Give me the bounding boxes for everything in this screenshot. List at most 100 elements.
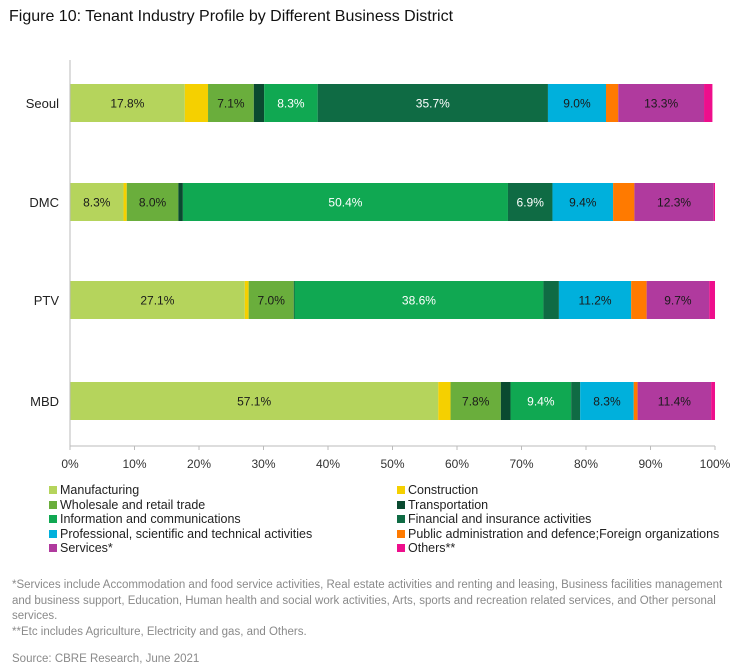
bar-segment-seoul-others [704,84,713,122]
legend-item-professional-scientific-and-technical-activities: Professional, scientific and technical a… [49,527,312,541]
data-label: 7.0% [258,294,286,308]
data-label: 17.8% [110,97,144,111]
bar-segment-ptv-transportation [293,281,295,319]
data-label: 11.4% [658,395,691,409]
bar-segment-ptv-public-administration-and-defence-foreign-organizations [631,281,647,319]
bar-segment-ptv-manufacturing [70,281,245,319]
data-label: 9.4% [527,395,555,409]
x-tick-label: 30% [251,457,275,471]
bar-segment-dmc-wholesale-and-retail-trade [126,183,179,221]
data-label: 27.1% [140,294,174,308]
bar-segment-mbd-information-and-communications [510,382,572,420]
footnote-etc: **Etc includes Agriculture, Electricity … [12,625,307,638]
bar-segment-seoul-manufacturing [70,84,185,122]
legend-swatch [49,544,57,552]
legend-label: Others** [408,541,456,555]
legend-label: Manufacturing [60,483,140,497]
legend-swatch [397,486,405,494]
data-label: 11.2% [578,294,611,308]
legend-item-information-and-communications: Information and communications [49,512,241,526]
bar-segment-seoul-services [618,84,705,122]
data-label: 57.1% [237,395,271,409]
bar-segment-seoul-wholesale-and-retail-trade [208,84,254,122]
x-tick-label: 60% [445,457,469,471]
legend-swatch [49,500,57,509]
x-tick-label: 10% [122,457,146,471]
category-label: Seoul [26,96,59,111]
bar-segment-dmc-public-administration-and-defence-foreign-organizations [613,183,635,221]
bar-segment-seoul-information-and-communications [264,84,318,122]
bar-segment-ptv-professional-scientific-and-technical-activities [558,281,632,319]
legend-item-others: Others** [397,541,455,555]
legend-swatch [49,486,57,494]
bar-segment-dmc-professional-scientific-and-technical-activities [552,183,614,221]
legend-label: Transportation [408,497,489,512]
data-label: 7.1% [217,97,245,111]
bar-segment-seoul-transportation [253,84,265,122]
source-note: Source: CBRE Research, June 2021 [12,653,200,665]
footnotes: *Services include Accommodation and food… [12,578,732,640]
legend-label: Professional, scientific and technical a… [60,526,313,541]
data-label: 38.6% [402,294,436,308]
data-label: 13.3% [644,97,678,111]
bar-segment-dmc-information-and-communications [182,183,508,221]
category-label: DMC [29,195,59,210]
legend-label: Services* [60,541,113,555]
bar-segment-ptv-services [646,281,710,319]
legend-swatch [397,515,405,523]
bar-segment-dmc-transportation [178,183,183,221]
data-label: 6.9% [517,196,545,210]
legend-swatch [397,529,405,538]
legend-label: Wholesale and retail trade [60,497,206,512]
data-label: 8.3% [83,196,111,210]
bar-segment-dmc-services [634,183,714,221]
legend-label: Public administration and defence;Foreig… [408,526,720,541]
bar-segment-mbd-professional-scientific-and-technical-activities [580,382,634,420]
legend-item-financial-and-insurance-activities: Financial and insurance activities [397,512,591,526]
bar-segment-dmc-construction [123,183,127,221]
category-label: MBD [30,394,59,409]
bar-segment-mbd-others [711,382,715,420]
legend-item-manufacturing: Manufacturing [49,483,139,497]
legend-item-wholesale-and-retail-trade: Wholesale and retail trade [49,498,205,512]
bar-segment-mbd-financial-and-insurance-activities [571,382,581,420]
x-tick-label: 50% [380,457,404,471]
bar-segment-mbd-construction [438,382,451,420]
bar-segment-mbd-public-administration-and-defence-foreign-organizations [633,382,638,420]
data-label: 9.7% [664,294,692,308]
legend-item-services: Services* [49,541,113,555]
bar-segment-mbd-transportation [500,382,511,420]
stacked-bar-chart: Seoul 17.8% 7.1% 8.3% 35.7% 9.0% 13.3% DMC 8.3% 8… [26,60,731,471]
x-tick-label: 0% [61,457,79,471]
data-label: 12.3% [657,196,691,210]
legend-swatch [49,529,57,538]
legend-item-construction: Construction [397,483,478,497]
legend-label: Construction [408,483,479,497]
bar-segment-seoul-financial-and-insurance-activities [317,84,548,122]
bar-segment-ptv-financial-and-insurance-activities [543,281,559,319]
data-label: 35.7% [416,97,450,111]
x-tick-label: 80% [574,457,598,471]
data-label: 8.3% [593,395,621,409]
legend-swatch [397,544,405,552]
x-tick-label: 20% [187,457,211,471]
x-tick-label: 70% [509,457,533,471]
footnote-services: *Services include Accommodation and food… [12,579,723,622]
data-label: 8.0% [139,196,167,210]
bar-segment-ptv-others [709,281,715,319]
category-label: PTV [34,293,60,308]
bar-segment-dmc-others [713,183,715,221]
bar-segment-ptv-information-and-communications [294,281,544,319]
legend-item-public-administration-and-defence-foreign-organizations: Public administration and defence;Foreig… [397,527,719,541]
data-label: 8.3% [277,97,305,111]
chart-title: Figure 10: Tenant Industry Profile by Di… [9,8,454,25]
bar-segment-mbd-wholesale-and-retail-trade [450,382,501,420]
legend-label: Information and communications [60,512,241,526]
data-label: 7.8% [462,395,490,409]
legend-item-transportation: Transportation [397,498,488,512]
bar-segment-seoul-public-administration-and-defence-foreign-organizations [605,84,619,122]
bar-segment-ptv-construction [244,281,249,319]
bar-segment-dmc-financial-and-insurance-activities [507,183,553,221]
bar-segment-mbd-manufacturing [70,382,439,420]
bar-segment-seoul-construction [184,84,209,122]
